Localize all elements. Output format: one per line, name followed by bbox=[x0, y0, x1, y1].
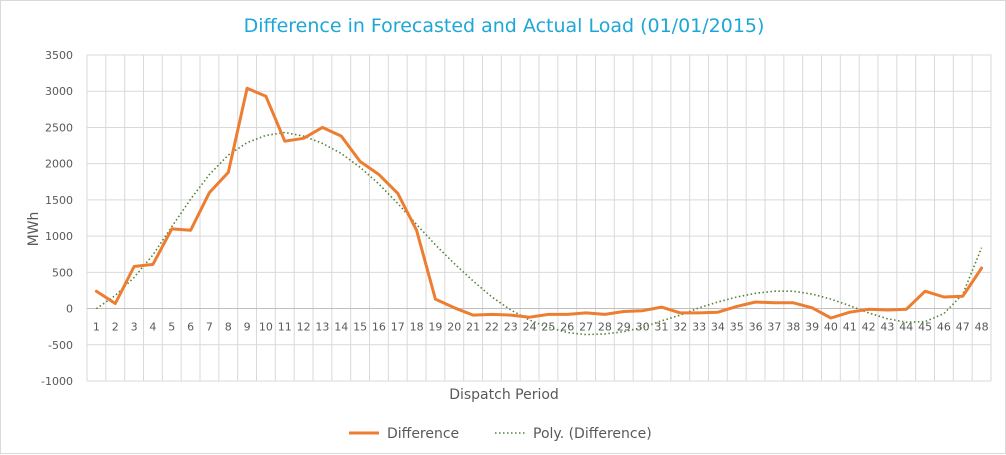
x-tick-label: 35 bbox=[730, 321, 744, 334]
legend-label: Difference bbox=[387, 426, 459, 442]
x-tick-label: 36 bbox=[749, 321, 763, 334]
x-tick-label: 9 bbox=[244, 321, 251, 334]
x-tick-label: 34 bbox=[711, 321, 725, 334]
legend: Difference Poly. (Difference) bbox=[349, 426, 652, 442]
x-tick-label: 46 bbox=[937, 321, 951, 334]
legend-item-difference: Difference bbox=[349, 426, 459, 442]
trendline-poly-difference bbox=[95, 131, 983, 336]
x-tick-label: 26 bbox=[560, 321, 574, 334]
x-tick-label: 12 bbox=[297, 321, 311, 334]
y-tick-label: 1000 bbox=[45, 230, 73, 243]
x-tick-label: 23 bbox=[504, 321, 518, 334]
x-axis-label: Dispatch Period bbox=[449, 387, 559, 403]
x-tick-label: 2 bbox=[112, 321, 119, 334]
legend-item-poly-difference: Poly. (Difference) bbox=[495, 426, 652, 442]
x-tick-label: 24 bbox=[523, 321, 537, 334]
x-tick-label: 13 bbox=[315, 321, 329, 334]
x-tick-label: 25 bbox=[541, 321, 555, 334]
x-tick-label: 14 bbox=[334, 321, 348, 334]
x-tick-label: 29 bbox=[617, 321, 631, 334]
x-tick-label: 1 bbox=[93, 321, 100, 334]
x-tick-label: 6 bbox=[187, 321, 194, 334]
x-tick-label: 10 bbox=[259, 321, 273, 334]
x-tick-label: 41 bbox=[843, 321, 857, 334]
x-tick-label: 30 bbox=[636, 321, 650, 334]
x-tick-label: 47 bbox=[956, 321, 970, 334]
x-tick-label: 20 bbox=[447, 321, 461, 334]
y-tick-label: 3000 bbox=[45, 85, 73, 98]
x-tick-label: 16 bbox=[372, 321, 386, 334]
x-tick-label: 19 bbox=[428, 321, 442, 334]
x-tick-label: 4 bbox=[149, 321, 156, 334]
x-tick-label: 21 bbox=[466, 321, 480, 334]
x-tick-label: 44 bbox=[899, 321, 913, 334]
series-line-difference bbox=[94, 86, 984, 320]
x-tick-label: 31 bbox=[654, 321, 668, 334]
x-tick-label: 18 bbox=[410, 321, 424, 334]
x-tick-label: 39 bbox=[805, 321, 819, 334]
series-lines bbox=[94, 86, 984, 336]
y-tick-label: 0 bbox=[66, 303, 73, 316]
y-tick-label: 3500 bbox=[45, 49, 73, 62]
y-axis-label: MWh bbox=[26, 212, 42, 247]
x-tick-label: 8 bbox=[225, 321, 232, 334]
x-tick-label: 37 bbox=[767, 321, 781, 334]
x-tick-label: 42 bbox=[862, 321, 876, 334]
y-tick-label: 2000 bbox=[45, 158, 73, 171]
y-axis-ticks: -1000 -500 0 500 1000 1500 2000 2500 3000 3500 bbox=[41, 49, 73, 388]
x-tick-label: 22 bbox=[485, 321, 499, 334]
x-tick-label: 40 bbox=[824, 321, 838, 334]
x-tick-label: 38 bbox=[786, 321, 800, 334]
chart-title: Difference in Forecasted and Actual Load… bbox=[244, 15, 765, 37]
x-tick-label: 5 bbox=[168, 321, 175, 334]
gridlines bbox=[86, 54, 992, 382]
x-tick-label: 33 bbox=[692, 321, 706, 334]
y-tick-label: 500 bbox=[52, 266, 73, 279]
x-axis-ticks: 1 2 3 4 5 6 7 8 9 10 11 12 13 14 15 16 17 18 19 20 21 22 23 24 2… bbox=[93, 321, 989, 334]
y-tick-label: 1500 bbox=[45, 194, 73, 207]
x-tick-label: 45 bbox=[918, 321, 932, 334]
legend-label: Poly. (Difference) bbox=[533, 426, 652, 442]
x-tick-label: 32 bbox=[673, 321, 687, 334]
x-tick-label: 48 bbox=[975, 321, 989, 334]
x-tick-label: 17 bbox=[391, 321, 405, 334]
y-tick-label: 2500 bbox=[45, 121, 73, 134]
y-tick-label: -500 bbox=[48, 339, 73, 352]
x-tick-label: 3 bbox=[131, 321, 138, 334]
x-tick-label: 7 bbox=[206, 321, 213, 334]
x-tick-label: 43 bbox=[880, 321, 894, 334]
y-tick-label: -1000 bbox=[41, 375, 73, 388]
x-tick-label: 27 bbox=[579, 321, 593, 334]
x-tick-label: 15 bbox=[353, 321, 367, 334]
x-tick-label: 28 bbox=[598, 321, 612, 334]
x-tick-label: 11 bbox=[278, 321, 292, 334]
